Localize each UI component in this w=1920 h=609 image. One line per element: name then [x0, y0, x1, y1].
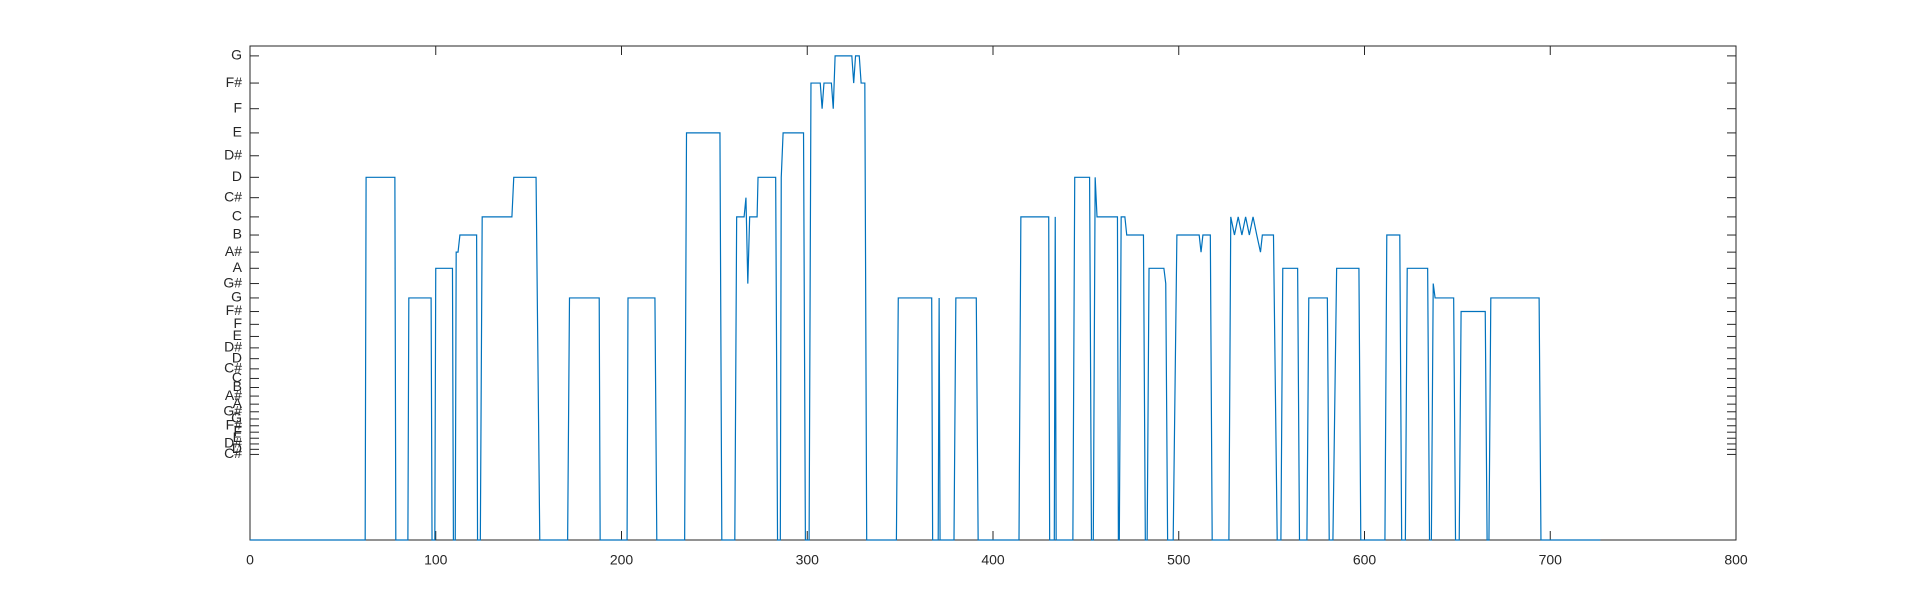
x-tick-label: 400 — [981, 552, 1005, 568]
y-tick-label: D — [232, 168, 242, 184]
y-tick-label: C# — [224, 445, 242, 461]
y-tick-label: E — [233, 327, 242, 343]
y-tick-label: F# — [226, 74, 243, 90]
x-tick-label: 300 — [796, 552, 820, 568]
y-tick-label: F — [233, 315, 242, 331]
y-tick-label: D# — [224, 339, 242, 355]
x-tick-label: 500 — [1167, 552, 1191, 568]
y-tick-label: G — [231, 289, 242, 305]
y-tick-label: A — [233, 395, 243, 411]
y-tick-label: F — [233, 423, 242, 439]
y-tick-label: F# — [226, 416, 243, 432]
y-tick-label: G# — [223, 274, 242, 290]
x-tick-label: 700 — [1539, 552, 1563, 568]
x-tick-label: 200 — [610, 552, 634, 568]
y-tick-label: A# — [225, 243, 242, 259]
y-tick-label: F — [233, 99, 242, 115]
pitch-line — [250, 55, 1601, 541]
y-tick-label: C — [232, 369, 242, 385]
y-tick-label: B — [233, 226, 242, 242]
y-tick-label: G — [231, 47, 242, 63]
y-tick-label: D — [232, 440, 242, 456]
y-tick-label: F# — [226, 302, 243, 318]
plot-box — [249, 45, 1737, 541]
y-tick-label: E — [233, 429, 242, 445]
y-tick-label: D# — [224, 435, 242, 451]
y-tick-label: B — [233, 378, 242, 394]
y-tick-label: G — [231, 410, 242, 426]
y-tick-label: C — [232, 208, 242, 224]
y-tick-label: E — [233, 124, 242, 140]
y-tick-label: D — [232, 349, 242, 365]
y-tick-label: A — [233, 259, 243, 275]
y-tick-label: A# — [225, 387, 242, 403]
x-tick-label: 0 — [246, 552, 254, 568]
x-tick-label: 100 — [424, 552, 448, 568]
x-tick-label: 600 — [1353, 552, 1377, 568]
y-tick-label: G# — [223, 402, 242, 418]
y-tick-label: C# — [224, 360, 242, 376]
y-tick-label: C# — [224, 188, 242, 204]
x-tick-label: 800 — [1724, 552, 1748, 568]
y-tick-label: D# — [224, 146, 242, 162]
